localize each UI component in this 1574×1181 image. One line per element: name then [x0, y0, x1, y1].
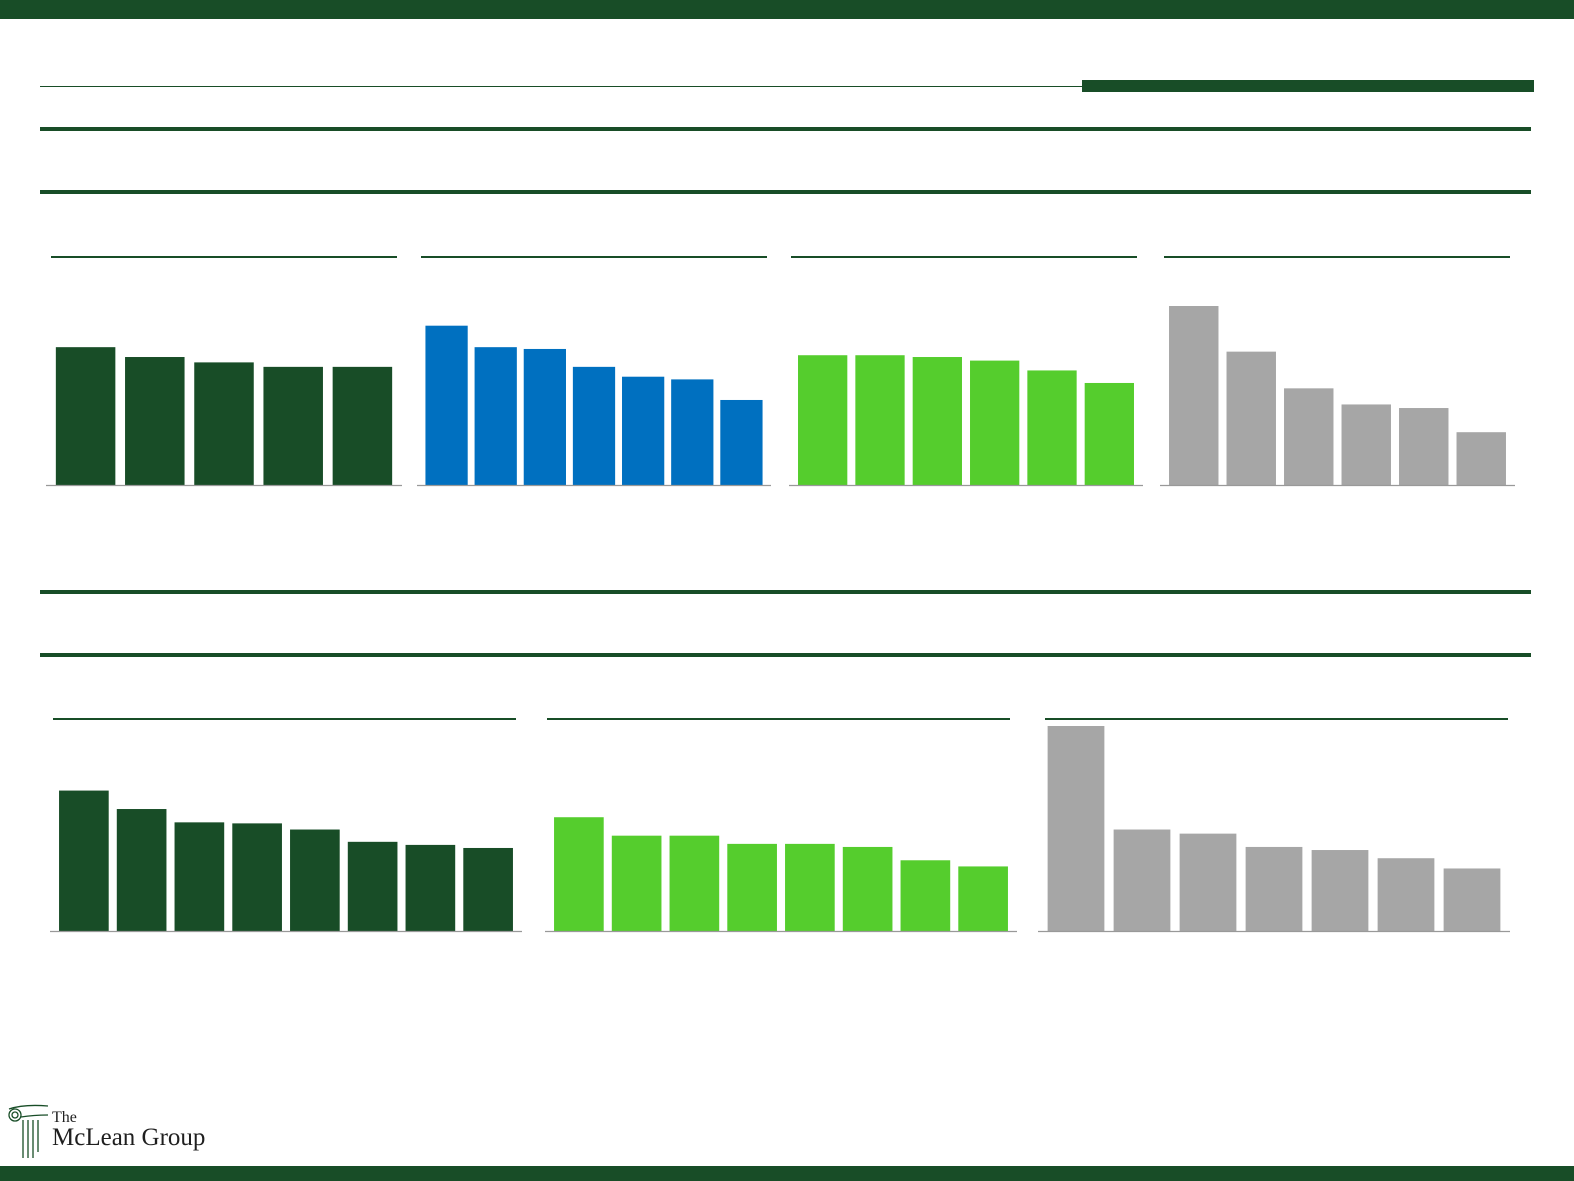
bar: [912, 357, 962, 485]
bar: [1377, 858, 1435, 931]
bar: [290, 829, 340, 931]
bar: [116, 809, 167, 931]
bar: [1179, 833, 1237, 931]
chart-6-bars: [545, 817, 1017, 933]
title-underline: [40, 86, 1082, 87]
bar: [1226, 351, 1276, 485]
bar: [425, 325, 468, 485]
chart-7-bars: [1038, 726, 1510, 933]
bar: [900, 860, 951, 931]
section-2-bottom-rule: [40, 653, 1531, 657]
bar: [842, 846, 893, 931]
section-1-bottom-rule: [40, 190, 1531, 194]
bar: [855, 355, 905, 485]
logo-text-name: McLean Group: [52, 1124, 206, 1151]
bar: [1169, 306, 1219, 485]
bar: [59, 790, 109, 931]
chart-2-title-rule: [421, 256, 767, 258]
chart-4-title-rule: [1164, 256, 1510, 258]
bar: [1341, 404, 1391, 485]
bar: [523, 348, 566, 485]
bar: [671, 379, 714, 485]
bar: [958, 866, 1008, 931]
bar: [720, 399, 763, 485]
bar: [1047, 726, 1105, 931]
bar: [970, 360, 1020, 485]
section-1-top-rule: [40, 127, 1531, 131]
bar: [1399, 408, 1449, 485]
chart-3-bars: [789, 355, 1143, 487]
bar: [1027, 370, 1077, 485]
chart-5-bars: [50, 790, 522, 933]
chart-1-title-rule: [51, 256, 397, 258]
chart-3-title-rule: [791, 256, 1137, 258]
company-logo: The McLean Group: [4, 1100, 244, 1160]
bar: [572, 366, 616, 485]
bottom-band: [0, 1166, 1574, 1181]
logo-text-the: The: [52, 1109, 77, 1126]
bar: [727, 843, 777, 931]
bar: [232, 823, 282, 931]
bar: [463, 847, 513, 931]
bar: [332, 366, 393, 485]
bar: [474, 347, 517, 485]
bar: [1456, 432, 1506, 485]
bar: [405, 844, 456, 931]
chart-7-title-rule: [1045, 718, 1508, 720]
bar: [55, 347, 116, 485]
bar: [1284, 388, 1334, 485]
bar: [263, 366, 323, 485]
bar: [1311, 850, 1369, 931]
section-2-top-rule: [40, 590, 1531, 594]
chart-6-title-rule: [547, 718, 1010, 720]
bar: [669, 835, 720, 931]
chart-2-bars: [417, 325, 771, 487]
title-accent-bar: [1082, 80, 1534, 92]
ionic-column-icon: [8, 1104, 49, 1158]
bar: [611, 835, 662, 931]
bar: [798, 355, 848, 485]
chart-4-bars: [1160, 306, 1515, 487]
bar: [174, 822, 225, 931]
bar: [194, 362, 254, 485]
bar: [1084, 382, 1134, 485]
bar: [554, 817, 604, 931]
bar: [1245, 846, 1303, 931]
bar: [785, 843, 835, 931]
bar: [347, 841, 398, 931]
chart-1-bars: [46, 347, 402, 487]
top-band: [0, 0, 1574, 19]
chart-5-title-rule: [53, 718, 516, 720]
bar: [1443, 868, 1501, 931]
bar: [125, 357, 185, 485]
bar: [1113, 829, 1171, 931]
bar: [622, 376, 665, 485]
